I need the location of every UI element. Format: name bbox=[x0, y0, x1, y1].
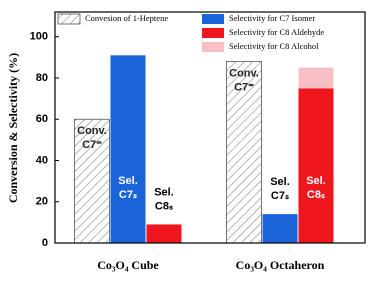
y-tick-label: 20 bbox=[36, 196, 48, 208]
plot-frame bbox=[54, 11, 366, 244]
y-tick-label: 0 bbox=[42, 237, 48, 249]
legend-label: Convesion of 1-Heptene bbox=[85, 13, 168, 23]
bar-label: Sel. bbox=[118, 175, 138, 187]
bar-label: Conv. bbox=[77, 125, 107, 137]
legend-swatch bbox=[202, 28, 224, 38]
x-tick-label: Co₃O₄ Octaheron bbox=[236, 258, 325, 272]
y-tick-label: 40 bbox=[36, 154, 48, 166]
bar-label: C7⁼ bbox=[82, 139, 102, 151]
bar bbox=[146, 224, 182, 243]
y-tick-label: 100 bbox=[30, 31, 48, 43]
legend-label: Selectivity for C8 Aldehyde bbox=[229, 27, 324, 37]
bar-label: C7⁼ bbox=[234, 81, 254, 93]
bar-label: C8ₛ bbox=[307, 189, 325, 201]
legend-label: Selectivity for C7 Isomer bbox=[229, 13, 315, 23]
y-tick-label: 80 bbox=[36, 72, 48, 84]
bar bbox=[110, 55, 146, 243]
legend-swatch bbox=[57, 13, 81, 25]
bar-label: Conv. bbox=[229, 67, 259, 79]
bar-label: C7ₛ bbox=[271, 190, 289, 202]
bar-label: C8ₛ bbox=[155, 200, 173, 212]
bar-label: C7ₛ bbox=[119, 189, 137, 201]
bar bbox=[298, 88, 334, 243]
x-tick-label: Co₃O₄ Cube bbox=[97, 258, 159, 272]
legend-swatch bbox=[202, 14, 224, 24]
bar bbox=[74, 118, 110, 244]
legend-swatch bbox=[202, 42, 224, 52]
y-tick-label: 60 bbox=[36, 113, 48, 125]
bar-label: Sel. bbox=[270, 176, 290, 188]
bar bbox=[298, 67, 334, 89]
bar-label: Sel. bbox=[154, 186, 174, 198]
bar-label: Sel. bbox=[306, 175, 326, 187]
y-axis-title: Conversion & Selectivity (%) bbox=[6, 53, 20, 203]
bar bbox=[262, 214, 298, 243]
legend-label: Selectivity for C8 Alcohol bbox=[229, 41, 319, 51]
